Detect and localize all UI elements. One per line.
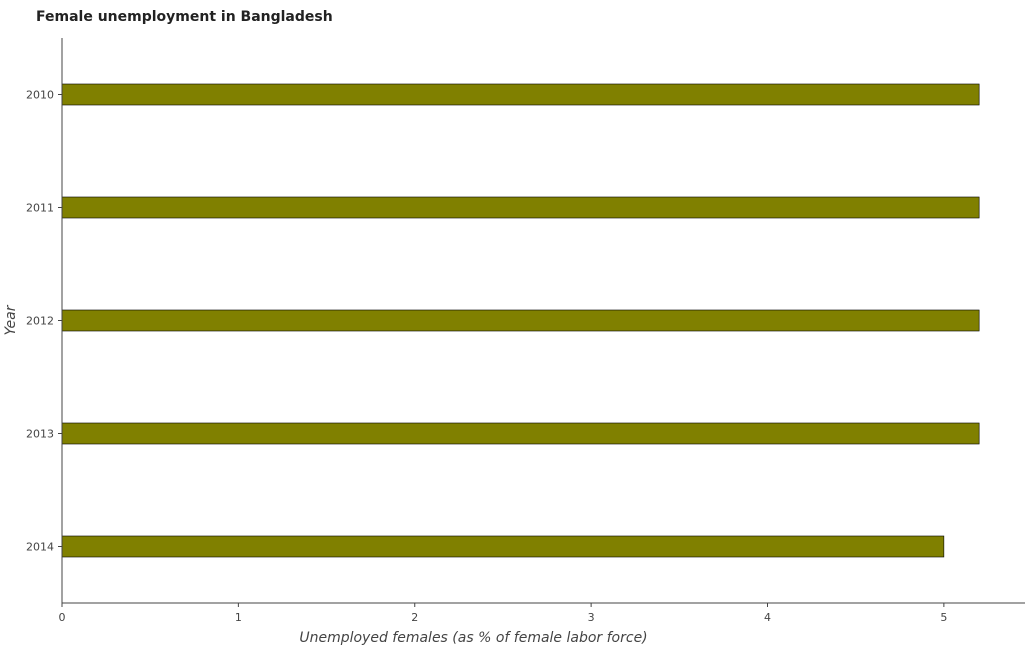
x-axis-title: Unemployed females (as % of female labor…	[299, 630, 647, 646]
x-tick-label: 1	[235, 611, 242, 624]
bar-2013	[61, 422, 980, 445]
y-tick-label: 2010	[26, 89, 54, 102]
x-tick-label: 4	[764, 611, 771, 624]
bar-2011	[61, 196, 980, 219]
x-tick-label: 3	[588, 611, 595, 624]
x-tick-label: 2	[411, 611, 418, 624]
y-tick-label: 2011	[26, 202, 54, 215]
bar-2010	[61, 83, 980, 106]
y-tick-label: 2014	[26, 541, 54, 554]
chart-title: Female unemployment in Bangladesh	[36, 9, 333, 25]
x-tick-label: 5	[940, 611, 947, 624]
y-axis-title: Year	[3, 304, 19, 335]
y-tick-label: 2012	[26, 315, 54, 328]
bar-2012	[61, 309, 980, 332]
x-tick-label: 0	[59, 611, 66, 624]
y-tick-label: 2013	[26, 428, 54, 441]
bar-2014	[61, 535, 945, 558]
